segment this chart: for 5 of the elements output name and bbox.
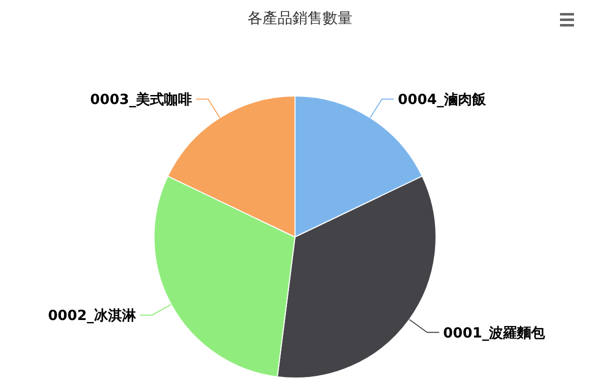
- slice-label: 0004_滷肉飯: [398, 92, 487, 108]
- slice-label: 0001_波羅麵包: [443, 325, 546, 342]
- slice-label: 0003_美式咖啡: [90, 91, 192, 108]
- slice-label: 0002_冰淇淋: [48, 308, 137, 324]
- chart-title: 各產品銷售數量: [248, 9, 352, 27]
